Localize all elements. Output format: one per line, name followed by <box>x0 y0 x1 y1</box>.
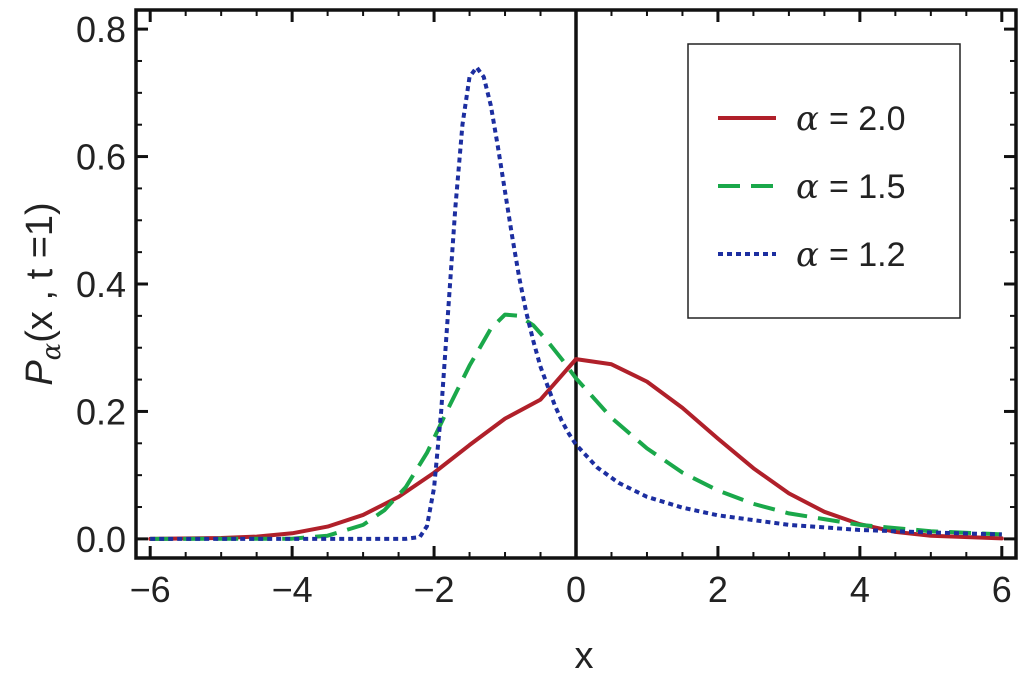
y-axis-title: Pα(x , t =1) <box>19 202 67 385</box>
y-axis-title-subscript: α <box>37 342 67 360</box>
legend-entry-symbol: α <box>796 235 819 275</box>
y-tick-label: 0.4 <box>76 264 126 305</box>
x-tick-label: −2 <box>414 569 455 610</box>
legend-entry-value: = 1.2 <box>829 236 906 274</box>
x-tick-label: 0 <box>566 569 586 610</box>
legend-box <box>687 43 961 319</box>
legend-entry-value: = 1.5 <box>829 168 906 206</box>
legend-entry-1: α = 2.0 <box>796 99 906 139</box>
y-tick-label: 0.6 <box>76 137 126 178</box>
legend-entry-2: α = 1.5 <box>796 167 906 207</box>
legend-entry-3: α = 1.2 <box>796 235 906 275</box>
y-tick-label: 0.0 <box>76 519 126 560</box>
legend: α = 2.0 α = 1.5 α = 1.2 <box>687 43 961 319</box>
series-line-1 <box>148 357 1004 541</box>
x-tick-label: −6 <box>130 569 171 610</box>
series-line-2 <box>150 312 1002 541</box>
y-axis-title-args: (x , t =1) <box>19 202 61 342</box>
legend-entry-symbol: α <box>796 99 819 139</box>
x-axis-title: x <box>575 635 594 677</box>
legend-entry-symbol: α <box>796 167 819 207</box>
series-line-3 <box>150 65 1002 541</box>
plot-area <box>148 10 1004 558</box>
x-tick-label: 6 <box>992 569 1012 610</box>
x-tick-label: 2 <box>708 569 728 610</box>
y-tick-label: 0.8 <box>76 9 126 50</box>
x-tick-label: 4 <box>850 569 870 610</box>
legend-entry-value: = 2.0 <box>829 100 906 138</box>
y-axis-title-prefix: P <box>19 360 61 386</box>
y-tick-label: 0.2 <box>76 391 126 432</box>
x-tick-label: −4 <box>272 569 313 610</box>
